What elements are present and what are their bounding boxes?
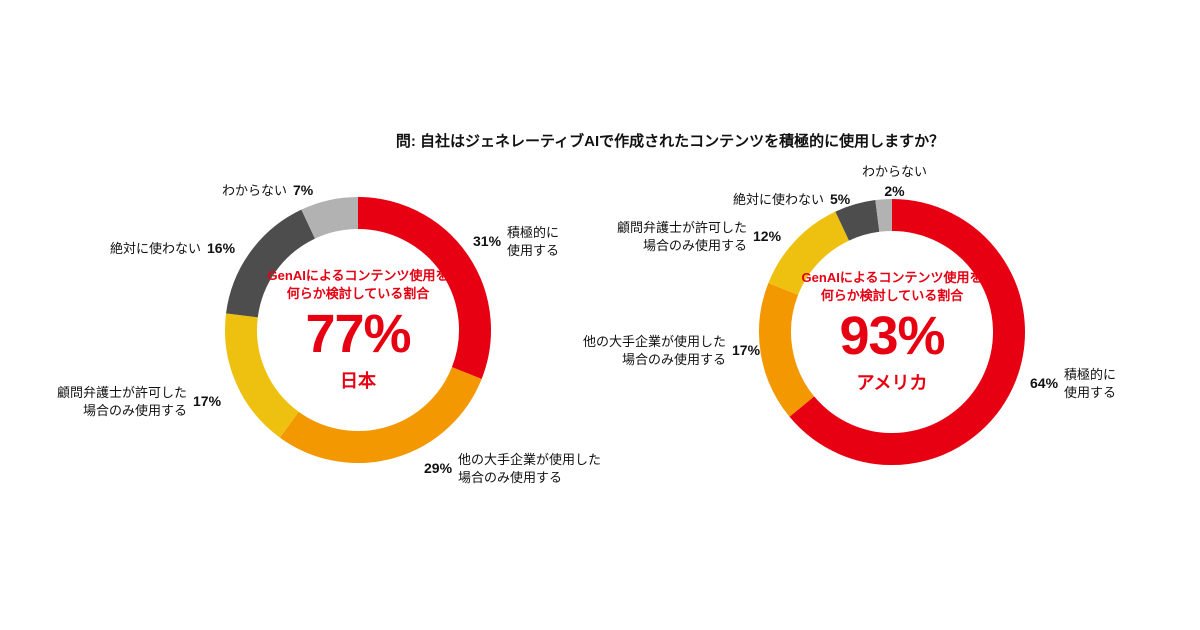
- label-text: 顧問弁護士が許可した 場合のみ使用する: [57, 385, 188, 418]
- center-value-usa: 93%: [839, 305, 945, 366]
- label-pct: 64%: [1030, 375, 1059, 392]
- label-japan-actively-use: 31% 積極的に 使用する: [473, 224, 559, 259]
- label-text: 絶対に使わない: [110, 240, 202, 256]
- donut-ring-usa: [752, 192, 1032, 472]
- label-usa-actively-use: 64% 積極的に 使用する: [1030, 366, 1116, 401]
- center-note-japan: GenAIによるコンテンツ使用を 何らか検討している割合: [267, 268, 449, 301]
- donut-center-japan: GenAIによるコンテンツ使用を 何らか検討している割合 77% 日本: [252, 224, 464, 436]
- donut-segment: [301, 197, 359, 239]
- label-japan-dont-know: わからない 7%: [222, 181, 313, 200]
- donut-segment: [789, 199, 1025, 465]
- label-text: わからない: [862, 164, 928, 179]
- label-text: わからない: [222, 182, 288, 198]
- label-text: 顧問弁護士が許可した 場合のみ使用する: [617, 220, 748, 253]
- donut-segment: [835, 200, 880, 241]
- donut-center-usa: GenAIによるコンテンツ使用を 何らか検討している割合 93% アメリカ: [786, 226, 998, 438]
- donut-segment: [225, 313, 300, 438]
- label-pct: 2%: [884, 182, 905, 199]
- donut-segment: [279, 366, 482, 463]
- label-pct: 17%: [732, 342, 761, 359]
- label-pct: 31%: [473, 233, 502, 250]
- label-text: 積極的に 使用する: [507, 225, 560, 258]
- center-note-usa: GenAIによるコンテンツ使用を 何らか検討している割合: [801, 270, 983, 303]
- donut-segment: [768, 211, 850, 296]
- label-japan-never-use: 絶対に使わない 16%: [110, 239, 235, 258]
- label-pct: 16%: [207, 240, 236, 256]
- donut-svg: [225, 197, 491, 463]
- donut-ring-japan: [218, 190, 498, 470]
- label-text: 積極的に 使用する: [1064, 367, 1117, 400]
- chart-title: 問: 自社はジェネレーティブAIで作成されたコンテンツを積極的に使用しますか？: [395, 133, 945, 150]
- center-country-japan: 日本: [340, 370, 376, 391]
- label-usa-never-use: 絶対に使わない 5%: [733, 190, 850, 209]
- label-pct: 12%: [753, 228, 782, 245]
- label-japan-counsel-approved: 顧問弁護士が許可した 場合のみ使用する 17%: [57, 384, 221, 419]
- label-pct: 29%: [424, 460, 453, 477]
- label-pct: 7%: [293, 182, 314, 198]
- label-usa-counsel-approved: 顧問弁護士が許可した 場合のみ使用する 12%: [617, 219, 781, 254]
- donut-segment: [357, 197, 491, 379]
- label-text: 他の大手企業が使用した 場合のみ使用する: [583, 334, 727, 367]
- label-usa-dont-know: わからない 2%: [862, 163, 927, 200]
- label-text: 他の大手企業が使用した 場合のみ使用する: [458, 452, 602, 485]
- donut-svg: [759, 199, 1025, 465]
- label-text: 絶対に使わない: [733, 191, 825, 207]
- donut-chart-usa: GenAIによるコンテンツ使用を 何らか検討している割合 93% アメリカ: [752, 192, 1032, 472]
- center-country-usa: アメリカ: [856, 372, 928, 393]
- label-pct: 17%: [193, 393, 222, 410]
- donut-segment: [226, 209, 316, 318]
- donut-segment: [875, 199, 893, 232]
- donut-chart-japan: GenAIによるコンテンツ使用を 何らか検討している割合 77% 日本: [218, 190, 498, 470]
- center-value-japan: 77%: [305, 303, 411, 364]
- label-japan-other-companies: 29% 他の大手企業が使用した 場合のみ使用する: [424, 451, 601, 486]
- label-usa-other-companies: 他の大手企業が使用した 場合のみ使用する 17%: [583, 333, 760, 368]
- donut-segment: [759, 283, 815, 417]
- label-pct: 5%: [830, 191, 851, 207]
